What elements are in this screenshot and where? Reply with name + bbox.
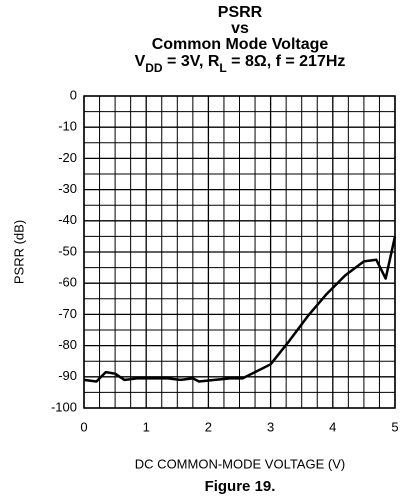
y-tick-label: 0 bbox=[70, 87, 77, 102]
title-line: PSRR bbox=[218, 4, 263, 21]
subtitle-text: V bbox=[135, 53, 146, 70]
y-tick-label: -40 bbox=[58, 212, 77, 227]
x-tick-label: 4 bbox=[329, 419, 336, 434]
subtitle-subscript: DD bbox=[145, 61, 163, 75]
caption: Figure 19. bbox=[205, 478, 276, 495]
title-line: vs bbox=[231, 20, 249, 37]
y-tick-label: -70 bbox=[58, 306, 77, 321]
x-tick-label: 3 bbox=[267, 419, 274, 434]
x-tick-label: 1 bbox=[143, 419, 150, 434]
y-tick-label: -30 bbox=[58, 181, 77, 196]
data-line bbox=[83, 236, 397, 383]
y-tick-label: -80 bbox=[58, 337, 77, 352]
y-tick-label: -20 bbox=[58, 150, 77, 165]
x-tick-label: 5 bbox=[391, 419, 398, 434]
subtitle-text: = 3V, R bbox=[163, 53, 220, 70]
subtitle: VDD = 3V, RL = 8Ω, f = 217Hz bbox=[135, 53, 346, 75]
subtitle-subscript: L bbox=[219, 61, 226, 75]
x-tick-label: 0 bbox=[80, 419, 87, 434]
y-axis-label: PSRR (dB) bbox=[11, 220, 26, 284]
y-tick-label: -100 bbox=[51, 399, 77, 414]
x-tick-label: 2 bbox=[205, 419, 212, 434]
y-tick-label: -50 bbox=[58, 243, 77, 258]
y-tick-label: -10 bbox=[58, 119, 77, 134]
subtitle-text: = 8Ω, f = 217Hz bbox=[227, 53, 346, 70]
plot-frame bbox=[83, 95, 396, 409]
x-axis-label: DC COMMON-MODE VOLTAGE (V) bbox=[135, 456, 345, 471]
y-tick-label: -90 bbox=[58, 368, 77, 383]
title-line: Common Mode Voltage bbox=[152, 36, 329, 53]
y-tick-label: -60 bbox=[58, 275, 77, 290]
